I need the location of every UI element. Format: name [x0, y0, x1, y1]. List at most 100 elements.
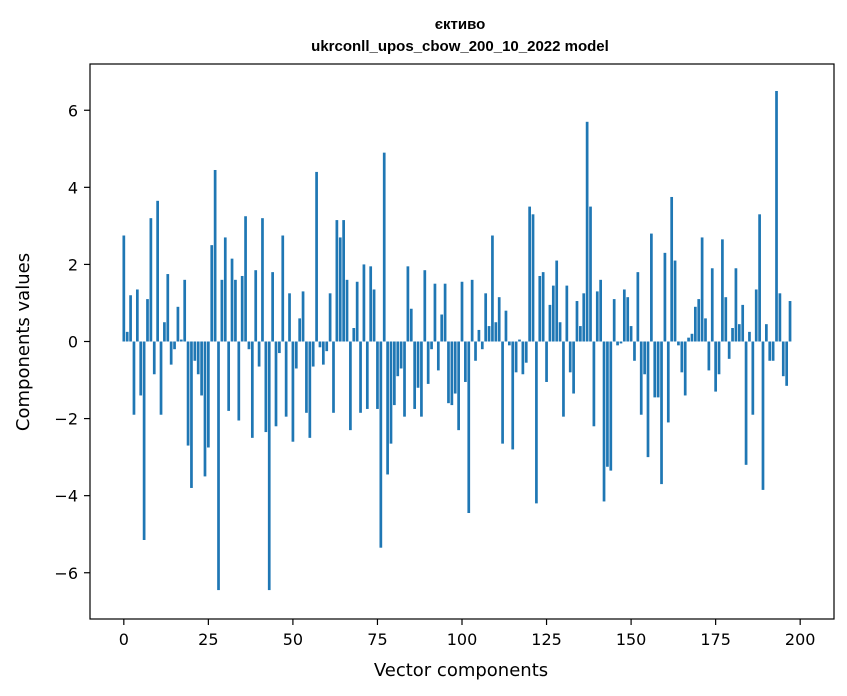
bar-178	[724, 297, 728, 342]
bar-85	[409, 308, 413, 342]
bar-35	[240, 275, 244, 342]
bar-187	[754, 289, 758, 342]
bar-87	[416, 341, 420, 388]
bar-14	[169, 341, 173, 365]
bar-114	[507, 341, 511, 346]
bar-190	[765, 324, 768, 342]
y-tick-label: 2	[68, 255, 78, 274]
bar-176	[717, 341, 721, 375]
bar-116	[514, 341, 518, 373]
bar-195	[781, 341, 785, 377]
bar-10	[156, 200, 159, 342]
bar-47	[281, 235, 285, 342]
bar-181	[734, 268, 738, 342]
bar-80	[393, 341, 396, 406]
bar-97	[450, 341, 454, 406]
y-tick-label: 4	[68, 178, 78, 197]
bar-135	[579, 326, 582, 342]
bar-77	[382, 152, 386, 342]
bar-191	[768, 341, 772, 361]
bar-141	[599, 279, 603, 342]
bar-90	[426, 341, 430, 384]
bar-82	[399, 341, 403, 369]
bar-109	[491, 235, 494, 342]
bar-180	[731, 328, 734, 342]
bar-159	[660, 341, 663, 485]
bar-12	[163, 322, 166, 342]
x-tick-label: 125	[531, 630, 562, 649]
bar-148	[622, 289, 626, 342]
bar-158	[656, 341, 660, 398]
bar-72	[365, 341, 369, 409]
bar-17	[179, 339, 183, 342]
bar-151	[633, 341, 636, 361]
x-axis-ticks: 0 25 50 75 100 125 150 175 200	[119, 619, 815, 649]
bar-192	[771, 341, 775, 361]
bar-89	[423, 270, 427, 342]
bar-133	[572, 341, 575, 394]
bar-171	[700, 237, 704, 342]
bar-162	[670, 196, 674, 342]
bar-155	[646, 341, 650, 458]
bar-53	[301, 291, 305, 342]
bar-8	[149, 218, 153, 342]
bar-111	[497, 297, 501, 342]
bar-5	[139, 341, 143, 396]
bar-37	[247, 341, 251, 350]
bar-143	[606, 341, 609, 467]
bar-196	[785, 341, 789, 386]
bar-31	[227, 341, 231, 411]
bar-88	[420, 341, 423, 417]
bar-6	[142, 341, 146, 540]
bar-132	[568, 341, 572, 373]
bar-122	[535, 341, 538, 504]
bar-68	[352, 328, 356, 342]
bar-104	[474, 341, 477, 361]
bar-49	[288, 293, 291, 342]
bar-173	[707, 341, 711, 371]
bar-107	[484, 293, 488, 342]
bar-127	[551, 285, 555, 342]
bar-177	[721, 239, 724, 342]
bar-174	[710, 268, 714, 342]
bar-129	[558, 322, 562, 342]
chart-title-line1: єктиво	[435, 16, 486, 33]
bar-44	[271, 272, 274, 342]
bar-33	[234, 279, 237, 342]
bar-76	[379, 341, 383, 548]
bar-64	[338, 237, 342, 342]
x-tick-label: 0	[119, 630, 129, 649]
bar-series	[122, 90, 792, 591]
x-tick-label: 25	[198, 630, 218, 649]
bar-128	[555, 260, 559, 342]
bar-57	[315, 171, 318, 342]
bar-170	[697, 299, 701, 342]
bar-71	[362, 264, 366, 342]
bar-39	[254, 270, 258, 342]
bar-46	[278, 341, 281, 354]
bar-101	[464, 341, 467, 382]
bar-140	[595, 291, 599, 342]
bar-3	[132, 341, 136, 415]
bar-18	[183, 279, 187, 342]
bar-146	[616, 341, 619, 346]
bar-91	[430, 341, 433, 350]
bar-59	[321, 341, 325, 365]
bar-172	[704, 318, 707, 342]
bar-84	[406, 266, 410, 342]
bar-86	[413, 341, 417, 409]
bar-154	[643, 341, 646, 375]
bar-185	[748, 331, 751, 342]
bar-138	[589, 206, 592, 342]
bar-21	[193, 341, 197, 361]
bar-81	[396, 341, 400, 377]
bar-161	[666, 341, 670, 423]
bar-54	[305, 341, 308, 413]
bar-43	[267, 341, 271, 591]
bar-79	[389, 341, 393, 444]
bar-83	[403, 341, 406, 417]
bar-182	[737, 324, 741, 342]
bar-100	[460, 281, 464, 342]
bar-168	[690, 333, 694, 342]
bar-41	[261, 218, 264, 342]
